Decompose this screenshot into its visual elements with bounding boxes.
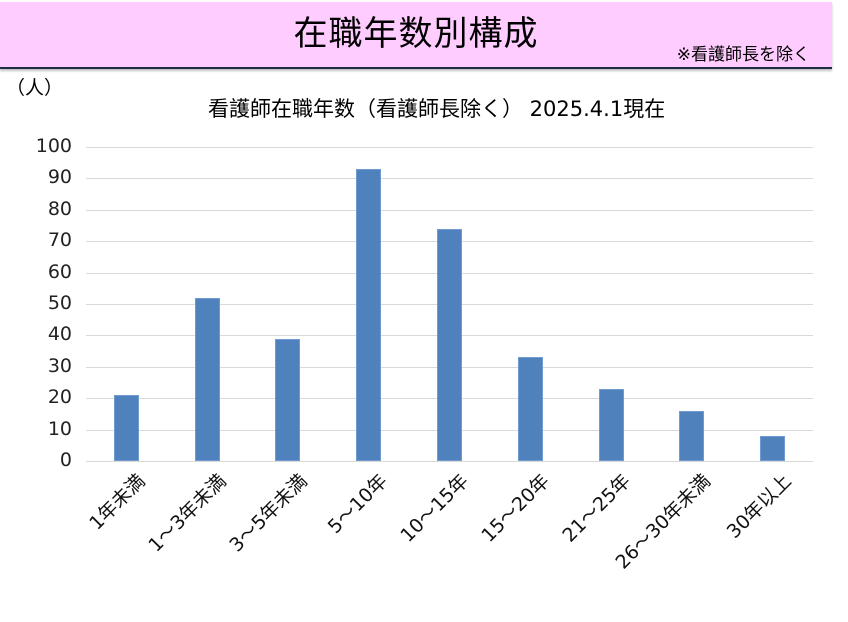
y-tick-label: 40 — [47, 323, 72, 346]
plot-area — [86, 147, 813, 462]
chart-title: 看護師在職年数（看護師長除く） 2025.4.1現在 — [208, 97, 666, 121]
y-tick-label: 60 — [47, 260, 72, 283]
y-tick-label: 90 — [47, 166, 72, 189]
y-tick-label: 10 — [47, 417, 72, 440]
header-note: ※看護師長を除く — [676, 45, 810, 65]
y-tick-label: 0 — [59, 449, 72, 471]
y-tick-label: 50 — [47, 292, 72, 314]
y-tick-label: 70 — [47, 229, 72, 252]
x-tick-label: 1年未満 — [85, 470, 150, 535]
gridline — [86, 147, 813, 148]
gridline — [86, 178, 813, 180]
bar — [517, 357, 543, 461]
bar — [598, 388, 624, 461]
x-tick-label: 30年以上 — [723, 470, 797, 543]
gridline — [86, 209, 813, 211]
bar — [760, 435, 786, 461]
bar — [113, 395, 139, 461]
bar — [679, 410, 705, 461]
page-title: 在職年数別構成 — [293, 14, 539, 54]
x-tick-label: 5～10年 — [324, 470, 393, 539]
bar — [275, 338, 301, 461]
y-tick-label: 80 — [47, 197, 72, 220]
y-tick-label: 20 — [47, 386, 72, 409]
gridline — [86, 461, 813, 462]
x-tick-label: 3～5年未満 — [225, 470, 312, 557]
bar — [194, 297, 220, 461]
y-tick-label: 30 — [47, 354, 72, 377]
x-tick-label: 15～20年 — [477, 470, 554, 547]
bar — [437, 228, 462, 461]
x-tick-label: 10～15年 — [396, 470, 474, 547]
y-axis-unit-label: （人） — [6, 77, 64, 99]
x-tick-label: 21～25年 — [557, 470, 635, 547]
bar — [356, 168, 382, 461]
header-banner: 在職年数別構成 ※看護師長を除く — [0, 2, 832, 69]
y-tick-label: 100 — [35, 135, 72, 157]
x-tick-label: 1～3年未満 — [144, 470, 231, 557]
